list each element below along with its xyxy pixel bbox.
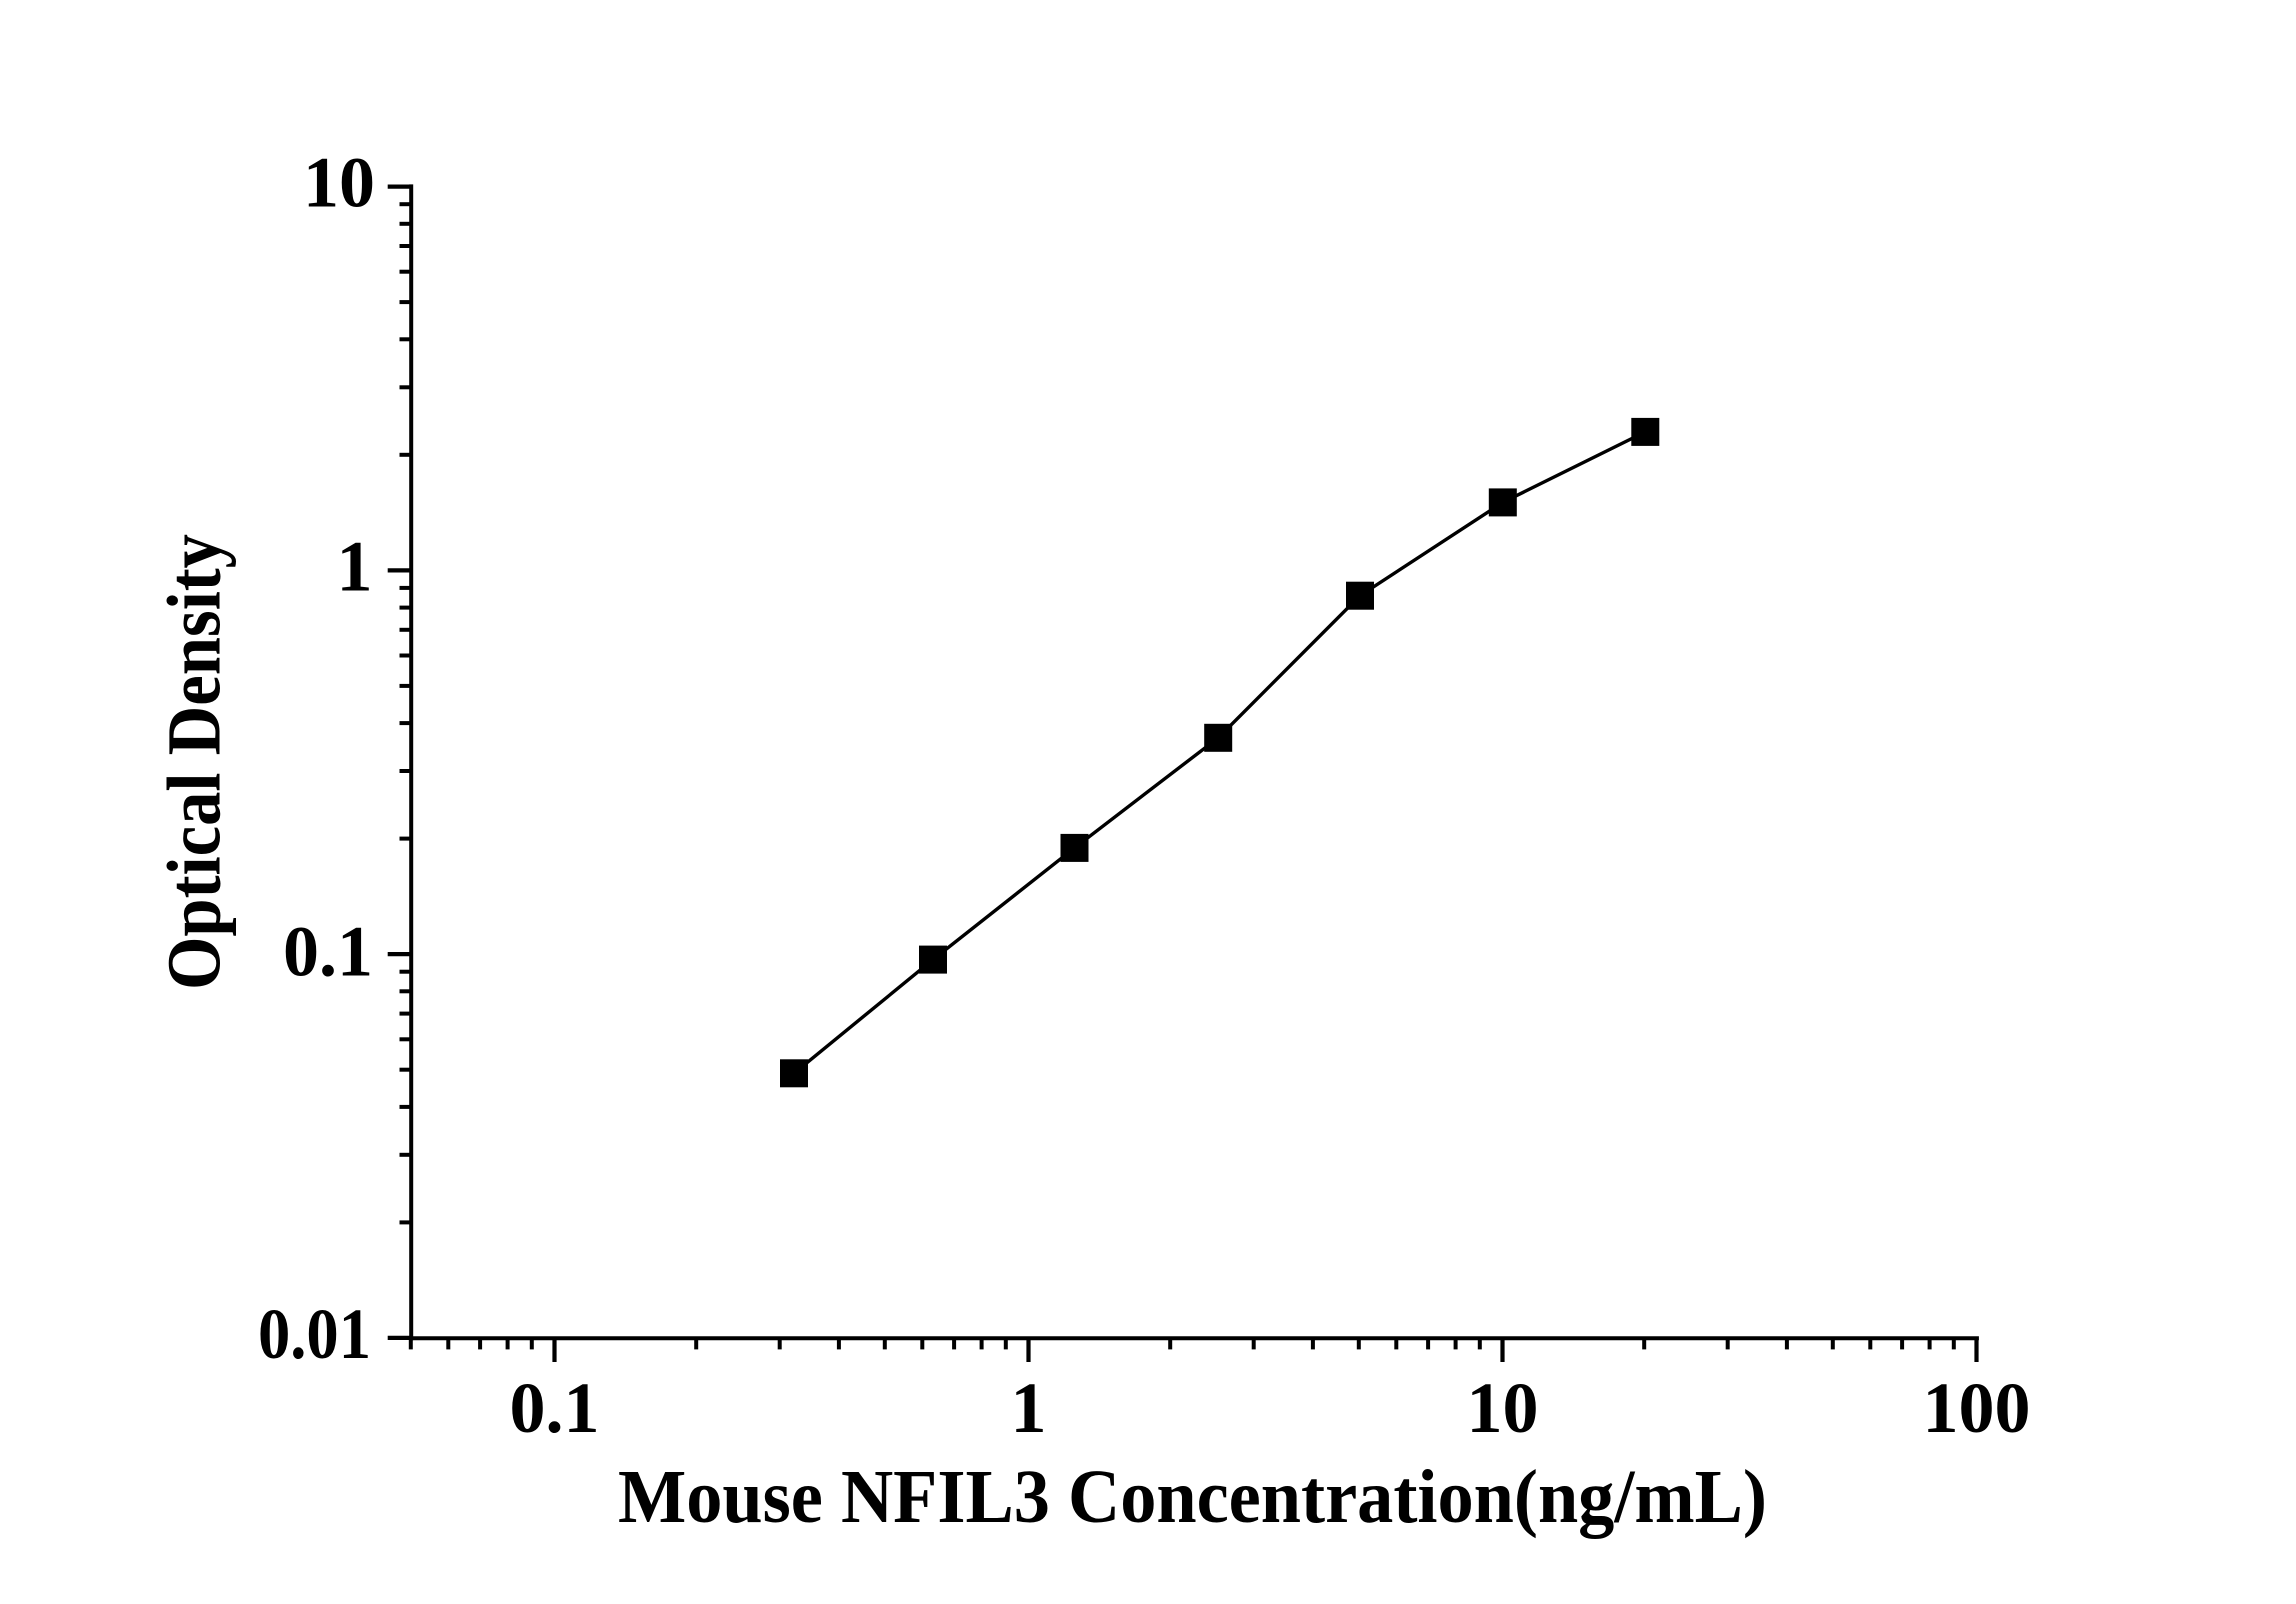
svg-text:10: 10: [303, 143, 375, 223]
svg-text:10: 10: [1467, 1368, 1539, 1448]
svg-text:0.1: 0.1: [510, 1368, 600, 1448]
svg-text:100: 100: [1923, 1368, 2031, 1448]
svg-text:0.1: 0.1: [283, 911, 373, 991]
svg-text:1: 1: [337, 526, 373, 606]
svg-text:Optical Density: Optical Density: [152, 534, 236, 990]
svg-text:1: 1: [1011, 1368, 1047, 1448]
svg-text:0.01: 0.01: [258, 1294, 371, 1374]
svg-text:Mouse NFIL3 Concentration(ng/m: Mouse NFIL3 Concentration(ng/mL): [618, 1455, 1767, 1539]
